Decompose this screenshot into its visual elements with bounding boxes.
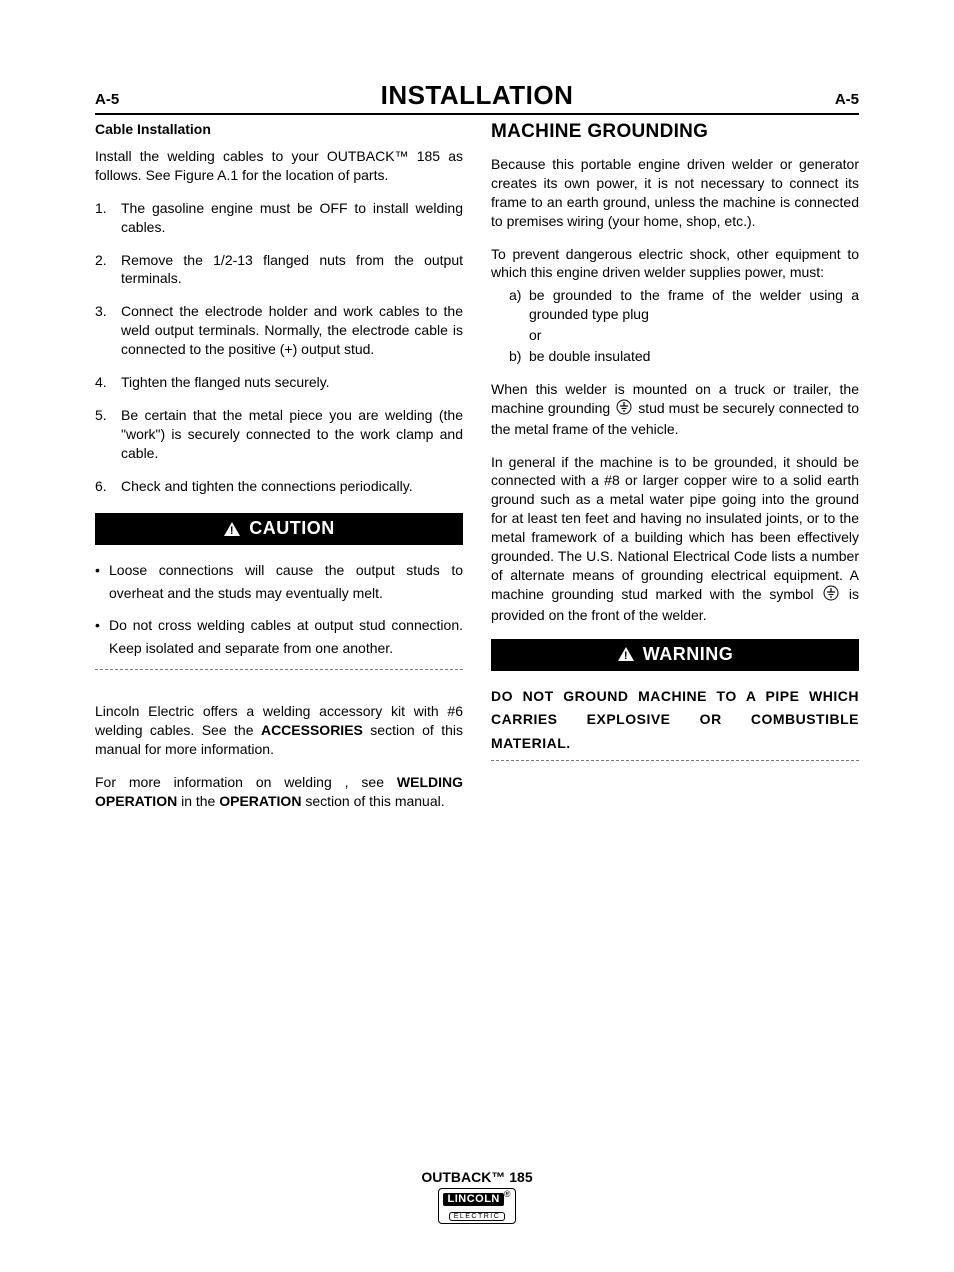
grounding-p4: In general if the machine is to be groun…	[491, 453, 859, 625]
step-item: The gasoline engine must be OFF to insta…	[95, 199, 463, 237]
grounding-p2: To prevent dangerous electric shock, oth…	[491, 245, 859, 283]
or-text: or	[529, 327, 541, 343]
step-item: Check and tighten the connections period…	[95, 477, 463, 496]
ground-symbol-icon	[823, 585, 839, 606]
option-a: a) be grounded to the frame of the welde…	[509, 286, 859, 324]
accessory-paragraph-2: For more information on welding , see WE…	[95, 773, 463, 811]
cable-installation-heading: Cable Installation	[95, 121, 463, 137]
footer-product-name: OUTBACK™ 185	[0, 1169, 954, 1185]
lincoln-logo: LINCOLN® ELECTRIC	[438, 1188, 515, 1224]
svg-text:!: !	[230, 525, 234, 537]
intro-paragraph: Install the welding cables to your OUTBA…	[95, 147, 463, 185]
page-container: A-5 INSTALLATION A-5 Cable Installation …	[0, 0, 954, 884]
page-number-right: A-5	[835, 91, 859, 108]
text: section of this manual.	[301, 793, 444, 809]
option-b-text: be double insulated	[529, 348, 650, 364]
svg-text:!: !	[624, 650, 628, 662]
grounding-p1: Because this portable engine driven weld…	[491, 155, 859, 231]
option-a-text: be grounded to the frame of the welder u…	[529, 287, 859, 322]
caution-label: CAUTION	[249, 518, 335, 539]
step-item: Remove the 1/2-13 flanged nuts from the …	[95, 251, 463, 289]
text: in the	[177, 793, 219, 809]
grounding-options: a) be grounded to the frame of the welde…	[509, 286, 859, 366]
divider-dashed	[491, 760, 859, 761]
ground-symbol-icon	[616, 399, 632, 420]
marker-b: b)	[509, 347, 521, 366]
marker-a: a)	[509, 286, 521, 305]
text: In general if the machine is to be groun…	[491, 454, 859, 602]
warning-triangle-icon: !	[223, 521, 241, 537]
left-column: Cable Installation Install the welding c…	[95, 121, 463, 824]
warning-triangle-icon: !	[617, 646, 635, 662]
caution-item: Loose connections will cause the output …	[95, 559, 463, 604]
brand-top: LINCOLN	[443, 1193, 503, 1206]
brand-bottom: ELECTRIC	[449, 1212, 506, 1221]
installation-steps: The gasoline engine must be OFF to insta…	[95, 199, 463, 496]
caution-banner: ! CAUTION	[95, 513, 463, 545]
text: For more information on welding , see	[95, 774, 397, 790]
warning-text: DO NOT GROUND MACHINE TO A PIPE WHICH CA…	[491, 685, 859, 756]
divider-dashed	[95, 669, 463, 670]
page-footer: OUTBACK™ 185 LINCOLN® ELECTRIC	[0, 1169, 954, 1224]
operation-bold: OPERATION	[219, 793, 301, 809]
machine-grounding-heading: MACHINE GROUNDING	[491, 121, 859, 143]
option-b: b) be double insulated	[509, 347, 859, 366]
brand-reg: ®	[504, 1189, 511, 1199]
two-column-layout: Cable Installation Install the welding c…	[95, 121, 859, 824]
warning-label: WARNING	[643, 644, 734, 665]
grounding-p3: When this welder is mounted on a truck o…	[491, 380, 859, 439]
caution-bullets: Loose connections will cause the output …	[95, 559, 463, 659]
right-column: MACHINE GROUNDING Because this portable …	[491, 121, 859, 824]
step-item: Connect the electrode holder and work ca…	[95, 302, 463, 359]
accessories-bold: ACCESSORIES	[261, 722, 363, 738]
step-item: Tighten the flanged nuts securely.	[95, 373, 463, 392]
section-title: INSTALLATION	[381, 80, 574, 111]
header-row: A-5 INSTALLATION A-5	[95, 80, 859, 115]
option-or: or	[509, 326, 859, 345]
step-item: Be certain that the metal piece you are …	[95, 406, 463, 463]
accessory-paragraph-1: Lincoln Electric offers a welding access…	[95, 702, 463, 759]
warning-banner: ! WARNING	[491, 639, 859, 671]
page-number-left: A-5	[95, 91, 119, 108]
caution-item: Do not cross welding cables at output st…	[95, 614, 463, 659]
